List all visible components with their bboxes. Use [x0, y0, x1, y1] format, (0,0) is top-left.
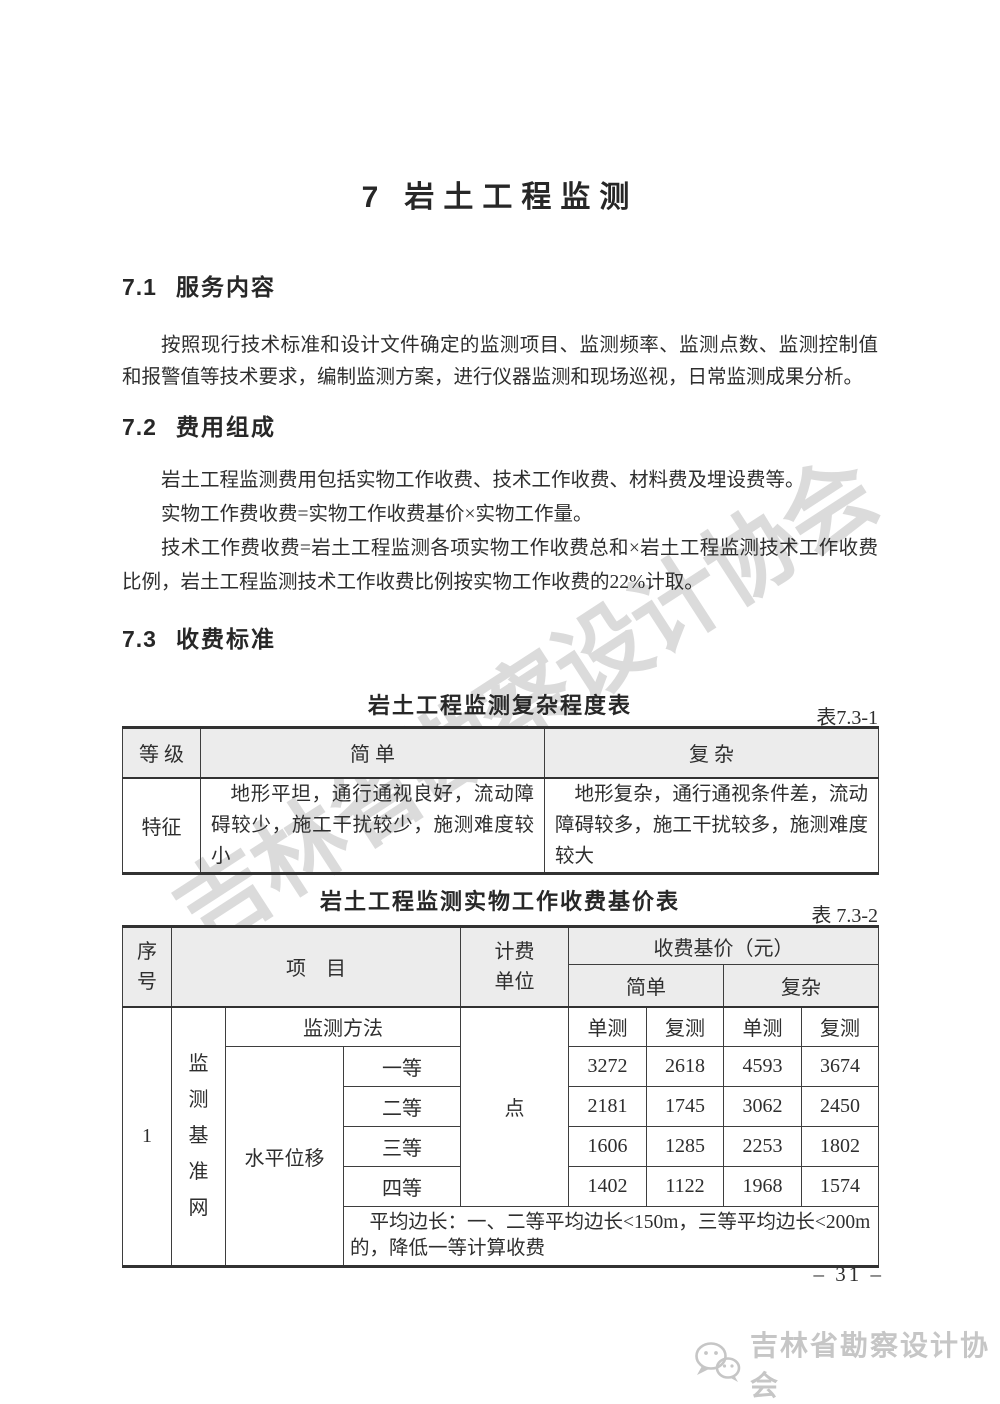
table-1-label: 表7.3-1: [816, 707, 878, 729]
table-2-caption: 岩土工程监测实物工作收费基价表: [319, 889, 680, 914]
section-heading-7-2: 7.2 费用组成: [122, 408, 276, 442]
header-cell-simple: 简单: [568, 964, 725, 1008]
cell-value: 1968: [723, 1166, 803, 1207]
cell-value: 2450: [801, 1086, 880, 1127]
cell-method: 监测方法: [224, 1006, 462, 1047]
subheader-col: 复测: [646, 1006, 725, 1047]
cell-value: 3674: [801, 1046, 880, 1087]
section-heading-7-3: 7.3 收费标准: [122, 620, 276, 654]
cell-value: 1574: [801, 1166, 880, 1207]
cell-group-text: 监测基准网: [188, 1053, 209, 1220]
subheader-col: 复测: [801, 1006, 880, 1047]
section-number: 7.1: [122, 274, 157, 300]
section-title: 收费标准: [175, 626, 276, 652]
cell-category: 水平位移: [225, 1046, 344, 1268]
row-label-feature: 特征: [122, 777, 201, 875]
header-cell-complex: 复 杂: [544, 726, 879, 779]
header-cell-complex: 复杂: [723, 964, 880, 1008]
header-cell-item: 项 目: [170, 925, 462, 1008]
cell-value: 3062: [723, 1086, 803, 1127]
section-7-2-body: 岩土工程监测费用包括实物工作收费、技术工作收费、材料费及埋设费等。 实物工作费收…: [122, 464, 878, 600]
page-number: – 31 –: [813, 1262, 884, 1286]
cell-value: 2618: [646, 1046, 725, 1087]
header-cell-price: 收费基价（元）: [568, 925, 880, 965]
cell-note: 平均边长：一、二等平均边长<150m，三等平均边长<200m的，降低一等计算收费: [342, 1206, 880, 1268]
paragraph: 技术工作费收费=岩土工程监测各项实物工作收费总和×岩土工程监测技术工作收费比例，…: [122, 538, 878, 593]
page-title: 7 岩土工程监测: [0, 172, 1000, 216]
table-2-label: 表 7.3-2: [811, 905, 878, 927]
table-complexity: 等 级 简 单 复 杂 特征 地形平坦，通行通视良好，流动障碍较少，施工干扰较少…: [122, 726, 879, 875]
subheader-col: 单测: [723, 1006, 803, 1047]
cell-complex-description: 地形复杂，通行通视条件差，流动障碍较多，施工干扰较多，施测难度较大: [544, 777, 879, 875]
section-7-1-body: 按照现行技术标准和设计文件确定的监测项目、监测频率、监测点数、监测控制值和报警值…: [122, 330, 878, 394]
header-cell-seq: 序号: [122, 925, 172, 1008]
table-1-caption: 岩土工程监测复杂程度表: [367, 693, 632, 718]
table-base-price: 序号 项 目 计费单位 收费基价（元） 简单 复杂 1 监测基准网 监测方法 点…: [122, 925, 880, 1268]
paragraph: 按照现行技术标准和设计文件确定的监测项目、监测频率、监测点数、监测控制值和报警值…: [122, 335, 878, 388]
cell-value: 1802: [801, 1126, 880, 1167]
cell-value: 1745: [646, 1086, 725, 1127]
cell-value: 1285: [646, 1126, 725, 1167]
cell-value: 1402: [568, 1166, 648, 1207]
wechat-icon: [692, 1340, 742, 1389]
section-heading-7-1: 7.1 服务内容: [122, 268, 276, 302]
header-cell-simple: 简 单: [200, 726, 545, 779]
cell-value: 2253: [723, 1126, 803, 1167]
cell-value: 2181: [568, 1086, 648, 1127]
header-cell-unit: 计费单位: [460, 925, 570, 1008]
section-title: 费用组成: [175, 414, 276, 440]
cell-group: 监测基准网: [171, 1006, 226, 1268]
cell-grade: 一等: [342, 1046, 462, 1087]
chapter-title: 岩土工程监测: [404, 181, 639, 214]
cell-value: 1122: [646, 1166, 725, 1207]
section-number: 7.3: [122, 626, 157, 652]
section-number: 7.2: [122, 414, 157, 440]
paragraph: 实物工作费收费=实物工作收费基价×实物工作量。: [161, 504, 593, 525]
cell-unit-value: 点: [460, 1006, 570, 1207]
cell-seq-value: 1: [122, 1006, 172, 1268]
cell-grade: 二等: [342, 1086, 462, 1127]
cell-simple-description: 地形平坦，通行通视良好，流动障碍较少，施工干扰较少，施测难度较小: [200, 777, 545, 875]
footer-logo-text: 吉林省勘察设计协会: [750, 1330, 991, 1401]
cell-value: 1606: [568, 1126, 648, 1167]
paragraph: 岩土工程监测费用包括实物工作收费、技术工作收费、材料费及埋设费等。: [161, 470, 805, 491]
cell-grade: 三等: [342, 1126, 462, 1167]
footer-logo: 吉林省勘察设计协会: [692, 1324, 1000, 1404]
cell-grade: 四等: [342, 1166, 462, 1207]
section-title: 服务内容: [175, 274, 276, 300]
header-unit-text: 计费单位: [494, 940, 535, 993]
header-cell-grade: 等 级: [122, 726, 201, 779]
cell-value: 4593: [723, 1046, 803, 1087]
chapter-number: 7: [361, 181, 379, 214]
subheader-col: 单测: [568, 1006, 648, 1047]
cell-value: 3272: [568, 1046, 648, 1087]
header-seq-text: 序号: [137, 940, 157, 993]
